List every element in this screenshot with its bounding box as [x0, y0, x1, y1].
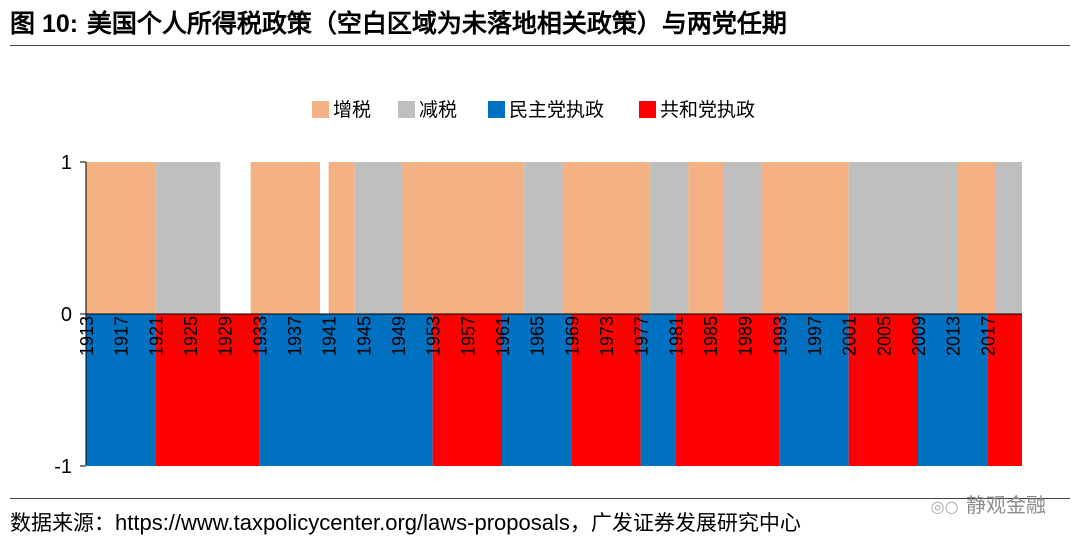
wechat-icon: ◎○ [930, 496, 959, 516]
x-tick-label: 1929 [216, 316, 236, 356]
party-bar [259, 314, 433, 466]
x-tick-label: 1933 [250, 316, 270, 356]
tax-policy-bar [688, 162, 723, 314]
tax-policy-bar [723, 162, 762, 314]
party-bar [987, 314, 1022, 466]
tax-policy-bars [86, 162, 1022, 314]
legend-label: 减税 [419, 99, 457, 121]
x-tick-label: 1997 [805, 316, 825, 356]
y-tick-label: 0 [61, 304, 72, 326]
source-note: 数据来源：https://www.taxpolicycenter.org/law… [10, 505, 801, 541]
legend-label: 共和党执政 [660, 99, 755, 121]
watermark: ◎○ 静观金融 [930, 490, 1046, 520]
chart-tick-labels: 1 0 -1 1913 1917 1921 1925 1929 1933 1937 1941 1945… [54, 152, 998, 478]
x-tick-label: 1949 [389, 316, 409, 356]
tax-policy-bar [562, 162, 650, 314]
tax-policy-bar [996, 162, 1022, 314]
x-tick-label: 2017 [978, 316, 998, 356]
x-tick-label: 1941 [320, 316, 340, 356]
legend-swatch [398, 101, 415, 118]
x-tick-label: 1937 [285, 316, 305, 356]
party-bar [432, 314, 502, 466]
x-tick-label: 1921 [146, 316, 166, 356]
source-label: 数据来源： [10, 511, 115, 535]
x-tick-label: 1913 [77, 316, 97, 356]
legend-label: 民主党执政 [509, 99, 604, 121]
tax-policy-bar [957, 162, 996, 314]
party-bar [848, 314, 918, 466]
chart-axes [80, 161, 1022, 467]
x-tick-label: 1981 [666, 316, 686, 356]
tax-policy-bar [86, 162, 156, 314]
y-tick-label: 1 [61, 152, 72, 174]
x-tick-label: 1969 [562, 316, 582, 356]
x-tick-label: 1973 [597, 316, 617, 356]
legend-swatch [639, 101, 656, 118]
x-tick-label: 2009 [909, 316, 929, 356]
party-bar [675, 314, 780, 466]
party-bar [640, 314, 676, 466]
x-tick-label: 1989 [736, 316, 756, 356]
tax-policy-bar [848, 162, 957, 314]
tax-policy-bar [762, 162, 849, 314]
x-tick-label: 2005 [874, 316, 894, 356]
x-tick-label: 1945 [354, 316, 374, 356]
tax-policy-bar [402, 162, 524, 314]
party-bar [502, 314, 572, 466]
tax-policy-bar [155, 162, 221, 314]
legend-swatch [312, 101, 329, 118]
watermark-text: 静观金融 [966, 493, 1046, 517]
tax-policy-bar [354, 162, 403, 314]
figure-title-text: 美国个人所得税政策（空白区域为未落地相关政策）与两党任期 [86, 9, 787, 38]
x-tick-label: 1917 [112, 316, 132, 356]
party-bar [779, 314, 849, 466]
x-tick-label: 2013 [944, 316, 964, 356]
x-tick-label: 1961 [493, 316, 513, 356]
party-bar [918, 314, 988, 466]
x-tick-label: 1965 [528, 316, 548, 356]
source-suffix: ，广发证券发展研究中心 [569, 511, 801, 535]
x-tick-label: 1977 [632, 316, 652, 356]
tax-policy-bar [328, 162, 355, 314]
source-url[interactable]: https://www.taxpolicycenter.org/laws-pro… [115, 510, 570, 535]
y-tick-label: -1 [54, 456, 72, 478]
tax-policy-bar [649, 162, 689, 314]
x-tick-label: 1925 [181, 316, 201, 356]
x-tick-label: 1957 [458, 316, 478, 356]
x-tick-label: 2001 [840, 316, 860, 356]
x-tick-label: 1985 [701, 316, 721, 356]
title-rule [10, 45, 1070, 46]
figure-label: 图 10: [10, 10, 79, 38]
legend-swatch [488, 101, 505, 118]
source-rule [10, 498, 1070, 499]
tax-policy-bar [250, 162, 320, 314]
tax-policy-bar [523, 162, 563, 314]
party-bar [155, 314, 260, 466]
party-bars [86, 314, 1022, 466]
legend-label: 增税 [333, 99, 371, 121]
party-bar [571, 314, 641, 466]
x-tick-label: 1953 [424, 316, 444, 356]
chart-legend: 增税 减税 民主党执政 共和党执政 [312, 99, 755, 121]
x-tick-label: 1993 [770, 316, 790, 356]
party-bar [86, 314, 156, 466]
figure-title: 图 10: 美国个人所得税政策（空白区域为未落地相关政策）与两党任期 [10, 6, 1070, 42]
